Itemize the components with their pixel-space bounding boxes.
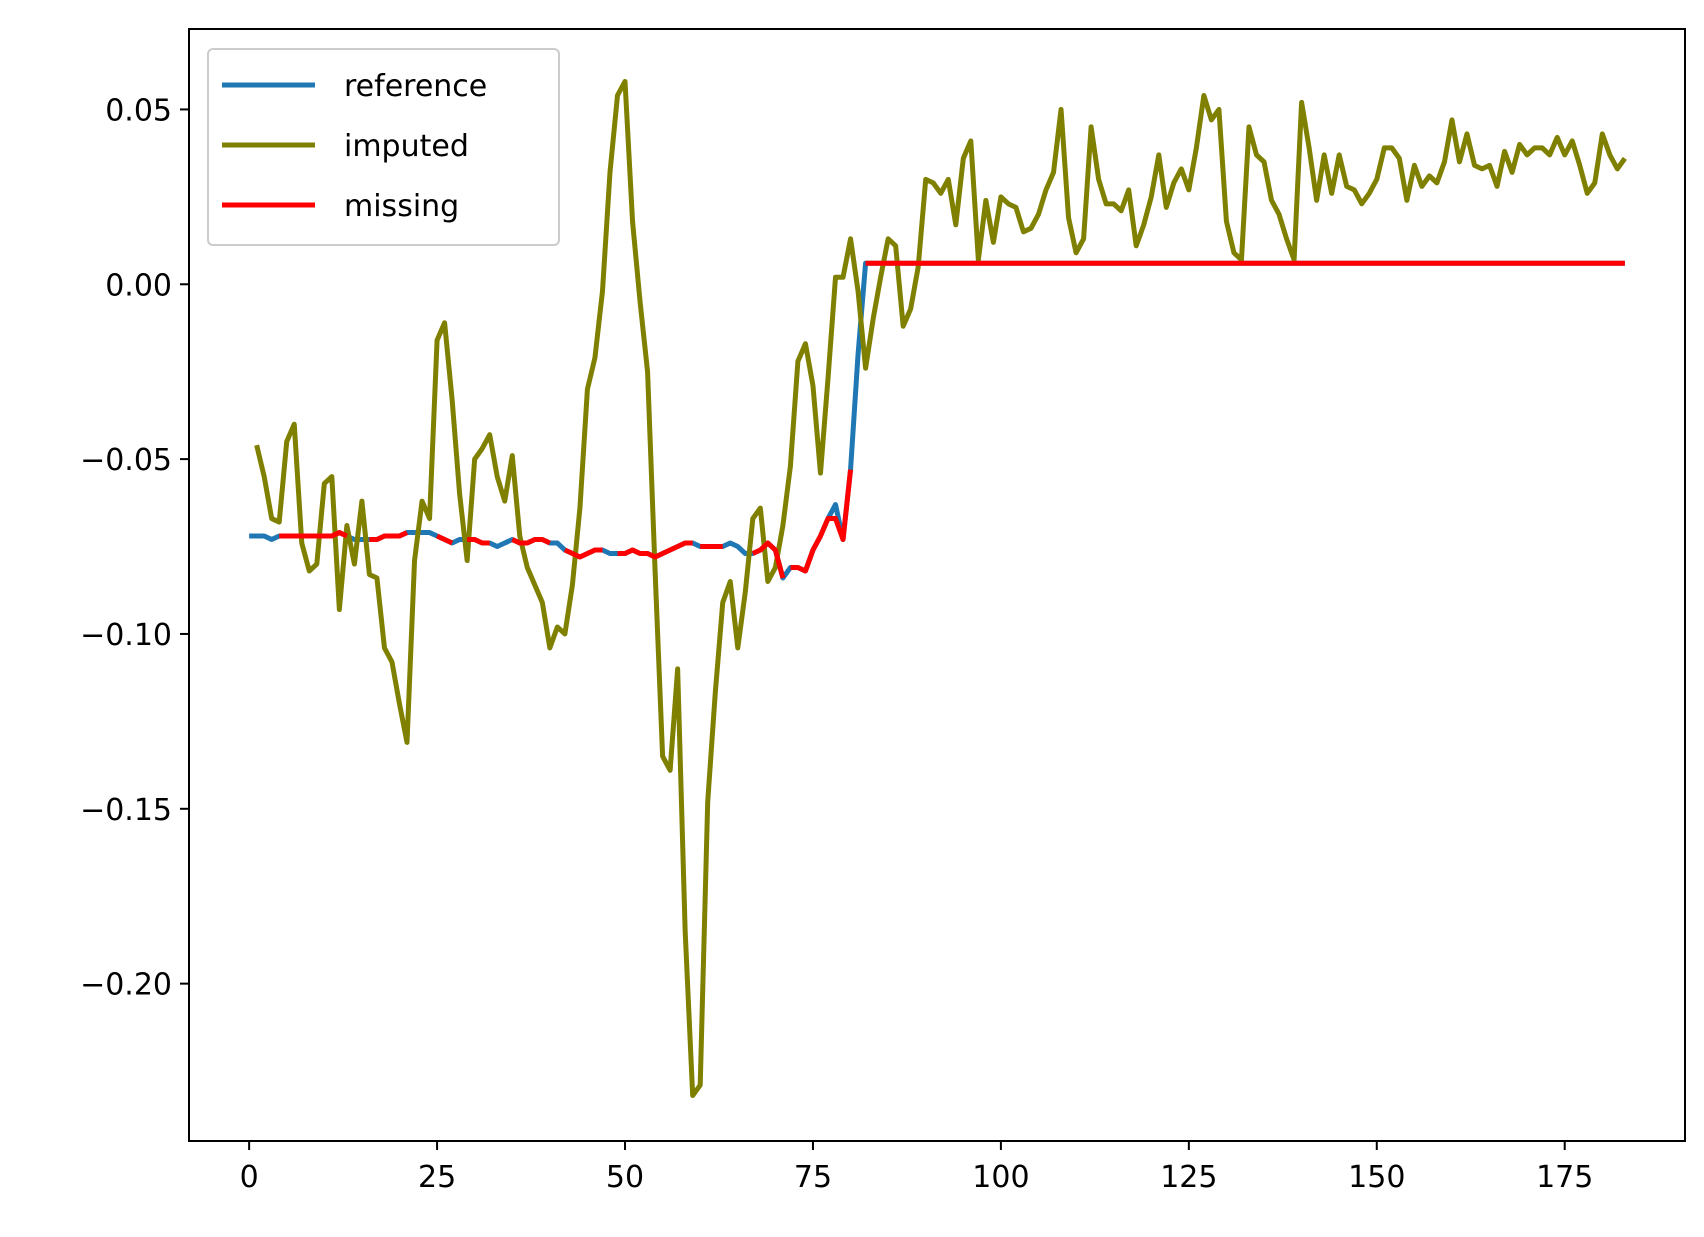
y-tick-label: 0.05 [105,93,172,128]
x-tick-label: 175 [1536,1160,1593,1195]
y-tick-label: −0.20 [80,968,172,1003]
legend-label-reference: reference [344,69,487,104]
series-imputed-line [254,78,1627,1099]
series-missing-segment-8 [751,540,786,579]
x-tick-label: 125 [1160,1160,1217,1195]
y-tick-label: 0.00 [105,268,172,303]
x-tick-label: 0 [240,1160,259,1195]
series-missing-segment-6 [617,540,693,560]
series-missing-segment-9 [790,469,854,574]
legend-label-imputed: imputed [344,129,469,164]
x-tick-label: 50 [606,1160,644,1195]
series-missing-segment-0 [279,530,348,539]
x-axis: 0 25 50 75 100 125 150 175 [240,1141,1593,1195]
x-tick-label: 25 [418,1160,456,1195]
x-tick-label: 150 [1348,1160,1405,1195]
series-missing-segment-2 [436,533,454,546]
y-tick-label: −0.05 [80,443,172,478]
axes-frame [188,28,1686,1142]
y-axis: 0.05 0.00 −0.05 −0.10 −0.15 −0.20 [80,93,189,1003]
y-tick-label: −0.15 [80,793,172,828]
x-tick-label: 100 [972,1160,1029,1195]
series-missing-segment-4 [511,537,551,546]
series-missing-segment-5 [563,547,603,560]
plot-lines [249,78,1627,1099]
series-missing-segment-3 [467,537,490,546]
legend: reference imputed missing [207,48,560,246]
legend-box [207,48,560,246]
y-tick-label: −0.10 [80,618,172,653]
x-tick-label: 75 [794,1160,832,1195]
legend-label-missing: missing [344,189,459,224]
series-missing-segment-1 [369,530,409,543]
